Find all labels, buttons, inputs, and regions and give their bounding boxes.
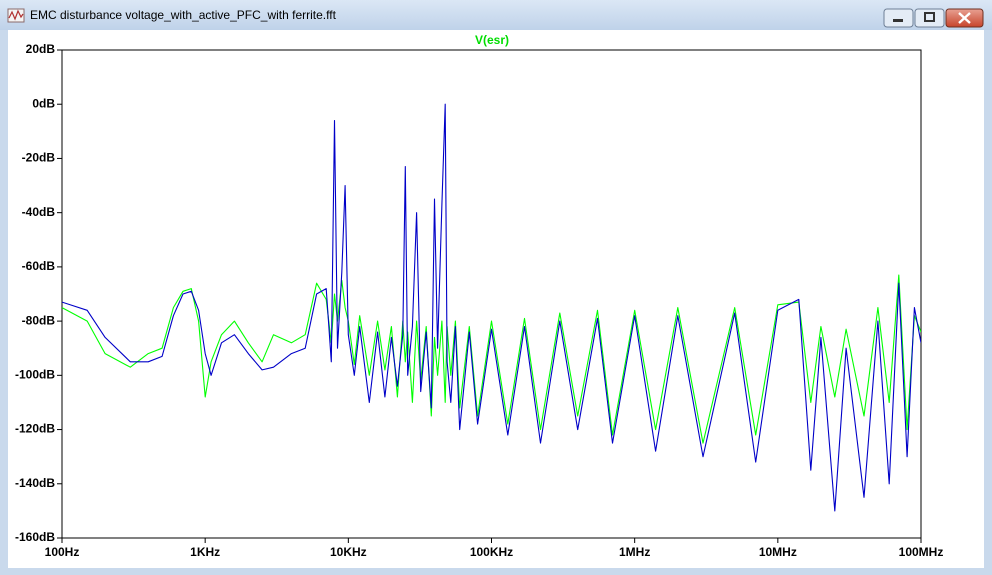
y-tick-label: -100dB xyxy=(15,368,55,382)
app-icon xyxy=(7,8,25,23)
maximize-button[interactable] xyxy=(914,8,945,28)
legend-entry: V(esr) xyxy=(475,33,509,47)
y-tick-label: 0dB xyxy=(32,96,55,110)
y-tick-label: -120dB xyxy=(15,422,55,436)
y-tick-label: -60dB xyxy=(22,259,56,273)
x-tick-label: 100KHz xyxy=(470,545,513,559)
y-tick-label: -80dB xyxy=(22,313,56,327)
axes: 20dB 0dB -20dB -40dB -60dB -80dB -100dB -120dB -… xyxy=(15,42,943,559)
y-tick-label: -20dB xyxy=(22,151,56,165)
close-button[interactable] xyxy=(945,8,984,28)
y-tick-label: -160dB xyxy=(15,530,55,544)
x-tick-label: 100MHz xyxy=(899,545,944,559)
series-line xyxy=(62,103,921,512)
x-tick-label: 1MHz xyxy=(619,545,650,559)
plot-area xyxy=(61,49,922,539)
y-tick-label: -40dB xyxy=(22,205,56,219)
x-tick-label: 1KHz xyxy=(190,545,220,559)
y-tick-label: -140dB xyxy=(15,476,55,490)
x-tick-label: 100Hz xyxy=(45,545,80,559)
minimize-button[interactable] xyxy=(883,8,914,28)
curves xyxy=(62,103,921,512)
y-tick-label: 20dB xyxy=(26,42,56,56)
title-bar xyxy=(0,0,992,30)
x-tick-label: 10KHz xyxy=(330,545,367,559)
window-title: EMC disturbance voltage_with_active_PFC_… xyxy=(30,8,337,22)
x-tick-label: 10MHz xyxy=(759,545,797,559)
